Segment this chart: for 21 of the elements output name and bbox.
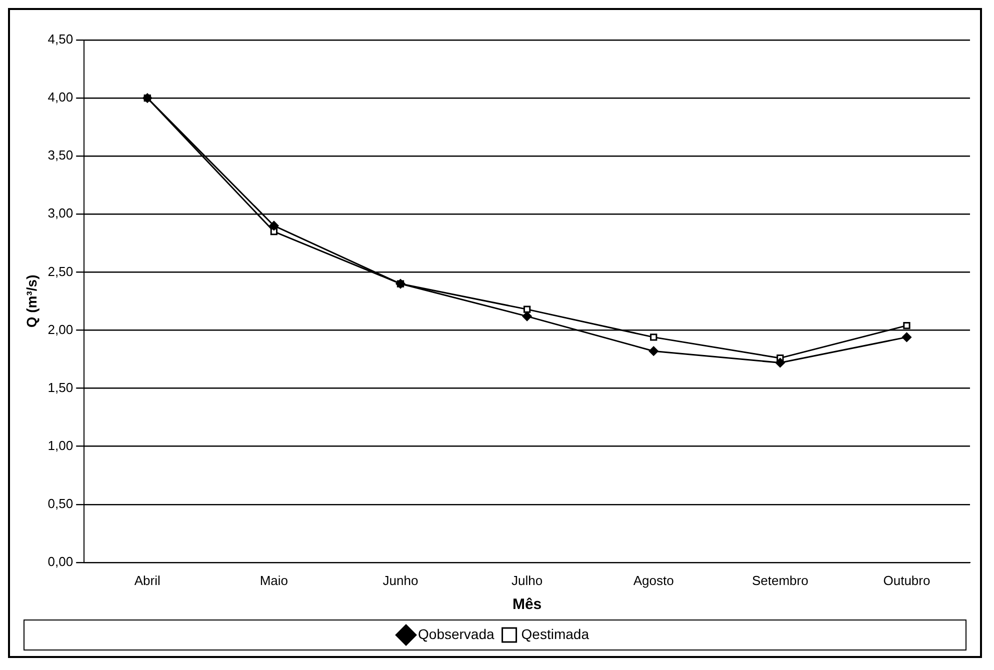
y-tick-label: 1,00 — [48, 438, 74, 453]
y-tick-label: 3,00 — [48, 206, 74, 221]
y-tick-label: 2,50 — [48, 264, 74, 279]
y-axis-title: Q (m³/s) — [23, 274, 40, 328]
legend-label: Qobservada — [418, 626, 494, 642]
x-tick-label: Julho — [512, 572, 543, 588]
y-tick-label: 3,50 — [48, 148, 74, 163]
x-tick-label: Junho — [382, 572, 418, 588]
x-tick-label: Abril — [134, 572, 160, 588]
x-axis-title: Mês — [512, 596, 542, 614]
x-tick-label: Agosto — [633, 572, 674, 588]
y-tick-label: 2,00 — [48, 322, 74, 337]
y-tick-label: 0,50 — [48, 496, 74, 511]
y-tick-label: 4,50 — [48, 32, 74, 47]
x-tick-label: Setembro — [752, 572, 808, 588]
y-tick-label: 0,00 — [48, 554, 74, 569]
legend-label: Qestimada — [521, 626, 590, 642]
y-tick-label: 1,50 — [48, 380, 74, 395]
x-tick-label: Outubro — [883, 572, 930, 588]
y-tick-label: 4,00 — [48, 90, 74, 105]
x-tick-label: Maio — [260, 572, 288, 588]
